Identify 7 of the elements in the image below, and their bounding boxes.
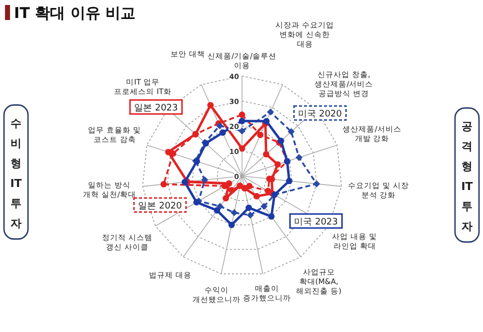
series-label: 미국 2020 <box>298 110 342 120</box>
text: 공격형 IT 투자 <box>461 120 474 233</box>
series-label: 일본 2020 <box>138 202 182 212</box>
chart-title: IT 확대 이유 비교 <box>14 4 136 22</box>
text: 미국 2023 <box>294 218 338 228</box>
text: 수비형 IT 투자 <box>10 117 22 230</box>
text: 일본 2023 <box>134 104 178 114</box>
